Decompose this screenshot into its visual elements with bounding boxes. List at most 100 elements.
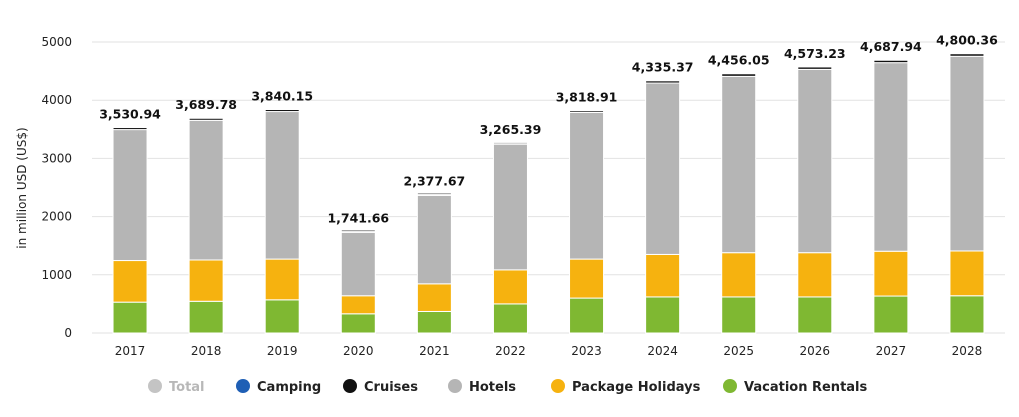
legend-label: Total xyxy=(169,380,205,395)
total-label: 3,840.15 xyxy=(251,88,313,103)
bars xyxy=(112,53,985,334)
bar-stack-2023[interactable] xyxy=(569,109,605,334)
bar-segment-hotels[interactable] xyxy=(645,82,681,255)
bar-stack-2022[interactable] xyxy=(492,141,528,334)
x-tick-label: 2027 xyxy=(876,344,907,358)
bar-stack-2018[interactable] xyxy=(188,117,224,334)
total-label: 3,689.78 xyxy=(175,97,237,112)
bar-stack-2017[interactable] xyxy=(112,126,148,334)
total-labels: 3,530.94 3,689.78 3,840.15 1,741.66 2,377.67… xyxy=(99,33,998,226)
bar-segment-vacation-rentals[interactable] xyxy=(492,303,528,334)
y-axis: 0 1000 2000 3000 4000 5000 xyxy=(41,35,72,340)
bar-segment-hotels[interactable] xyxy=(797,68,833,254)
legend-item-cruises[interactable]: Cruises xyxy=(343,379,418,395)
bar-segment-hotels[interactable] xyxy=(949,55,985,252)
bar-stack-2019[interactable] xyxy=(264,108,300,334)
legend-label: Hotels xyxy=(469,380,516,395)
bar-segment-package-holidays[interactable] xyxy=(949,250,985,297)
bar-segment-vacation-rentals[interactable] xyxy=(569,297,605,334)
x-tick-label: 2021 xyxy=(419,344,450,358)
y-tick-label: 4000 xyxy=(41,93,72,107)
x-tick-label: 2024 xyxy=(647,344,678,358)
bar-segment-vacation-rentals[interactable] xyxy=(645,296,681,334)
bar-segment-vacation-rentals[interactable] xyxy=(721,296,757,334)
bar-segment-package-holidays[interactable] xyxy=(188,259,224,302)
bar-segment-hotels[interactable] xyxy=(188,119,224,261)
legend-item-hotels[interactable]: Hotels xyxy=(448,379,516,395)
x-tick-label: 2026 xyxy=(800,344,831,358)
total-label: 2,377.67 xyxy=(404,174,466,189)
bar-segment-hotels[interactable] xyxy=(721,75,757,254)
legend-marker xyxy=(551,379,565,393)
bar-segment-vacation-rentals[interactable] xyxy=(188,300,224,334)
legend-label: Package Holidays xyxy=(572,380,701,395)
x-tick-label: 2020 xyxy=(343,344,374,358)
x-tick-label: 2025 xyxy=(723,344,754,358)
bar-stack-2028[interactable] xyxy=(949,53,985,334)
legend-item-vacation-rentals[interactable]: Vacation Rentals xyxy=(723,379,868,395)
y-axis-title: in million USD (US$) xyxy=(15,127,29,248)
y-tick-label: 1000 xyxy=(41,268,72,282)
total-label: 1,741.66 xyxy=(327,211,389,226)
bar-segment-hotels[interactable] xyxy=(264,111,300,260)
bar-segment-vacation-rentals[interactable] xyxy=(340,313,376,334)
y-tick-label: 0 xyxy=(64,326,72,340)
total-label: 4,573.23 xyxy=(784,46,846,61)
legend-item-package-holidays[interactable]: Package Holidays xyxy=(551,379,701,395)
legend-label: Cruises xyxy=(364,380,418,395)
legend-item-camping[interactable]: Camping xyxy=(236,379,321,395)
legend-marker xyxy=(148,379,162,393)
x-tick-label: 2018 xyxy=(191,344,222,358)
bar-segment-hotels[interactable] xyxy=(112,129,148,262)
bar-segment-vacation-rentals[interactable] xyxy=(949,295,985,334)
y-tick-label: 5000 xyxy=(41,35,72,49)
total-label: 4,335.37 xyxy=(632,60,694,75)
bar-stack-2026[interactable] xyxy=(797,66,833,334)
bar-segment-hotels[interactable] xyxy=(873,62,909,252)
legend-marker xyxy=(723,379,737,393)
legend-marker xyxy=(448,379,462,393)
legend: Total Camping Cruises Hotels Package Holiday… xyxy=(148,379,868,395)
bar-segment-package-holidays[interactable] xyxy=(264,258,300,301)
total-label: 3,818.91 xyxy=(556,90,618,105)
bar-segment-package-holidays[interactable] xyxy=(416,283,452,312)
bar-segment-package-holidays[interactable] xyxy=(797,252,833,298)
legend-label: Vacation Rentals xyxy=(744,380,868,395)
bar-segment-package-holidays[interactable] xyxy=(873,250,909,297)
bar-stack-2020[interactable] xyxy=(340,229,376,334)
bar-segment-vacation-rentals[interactable] xyxy=(416,310,452,334)
bar-segment-vacation-rentals[interactable] xyxy=(264,299,300,334)
bar-segment-hotels[interactable] xyxy=(569,111,605,260)
bar-segment-package-holidays[interactable] xyxy=(721,252,757,298)
bar-stack-2025[interactable] xyxy=(721,73,757,334)
legend-item-total[interactable]: Total xyxy=(148,379,205,395)
bar-stack-2021[interactable] xyxy=(416,192,452,334)
total-label: 3,530.94 xyxy=(99,107,161,122)
bar-segment-vacation-rentals[interactable] xyxy=(112,301,148,334)
bar-segment-vacation-rentals[interactable] xyxy=(797,296,833,334)
x-tick-label: 2019 xyxy=(267,344,298,358)
bar-segment-package-holidays[interactable] xyxy=(645,253,681,298)
legend-marker xyxy=(236,379,250,393)
bar-stack-2024[interactable] xyxy=(645,80,681,334)
bar-segment-package-holidays[interactable] xyxy=(340,295,376,315)
bar-segment-hotels[interactable] xyxy=(492,143,528,271)
bar-segment-hotels[interactable] xyxy=(340,231,376,297)
x-tick-label: 2028 xyxy=(952,344,983,358)
x-axis: 2017 2018 2019 2020 2021 2022 2023 2024 2025 2026… xyxy=(115,344,982,358)
bar-segment-vacation-rentals[interactable] xyxy=(873,295,909,334)
bar-segment-hotels[interactable] xyxy=(416,194,452,285)
legend-marker xyxy=(343,379,357,393)
bar-segment-package-holidays[interactable] xyxy=(492,269,528,305)
bar-segment-package-holidays[interactable] xyxy=(569,258,605,299)
y-tick-label: 3000 xyxy=(41,151,72,165)
x-tick-label: 2023 xyxy=(571,344,602,358)
bar-segment-package-holidays[interactable] xyxy=(112,260,148,303)
y-tick-label: 2000 xyxy=(41,210,72,224)
bar-stack-2027[interactable] xyxy=(873,59,909,334)
x-tick-label: 2017 xyxy=(115,344,146,358)
total-label: 3,265.39 xyxy=(480,122,542,137)
total-label: 4,456.05 xyxy=(708,53,770,68)
